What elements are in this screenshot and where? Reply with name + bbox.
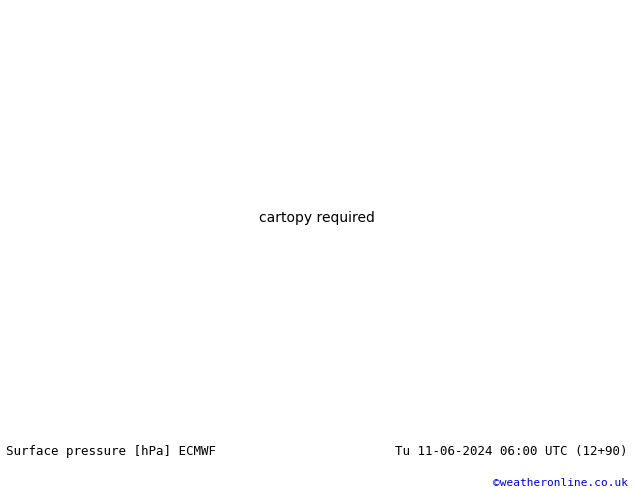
Text: cartopy required: cartopy required <box>259 211 375 225</box>
Text: ©weatheronline.co.uk: ©weatheronline.co.uk <box>493 478 628 488</box>
Text: Surface pressure [hPa] ECMWF: Surface pressure [hPa] ECMWF <box>6 445 216 458</box>
Text: Tu 11-06-2024 06:00 UTC (12+90): Tu 11-06-2024 06:00 UTC (12+90) <box>395 445 628 458</box>
